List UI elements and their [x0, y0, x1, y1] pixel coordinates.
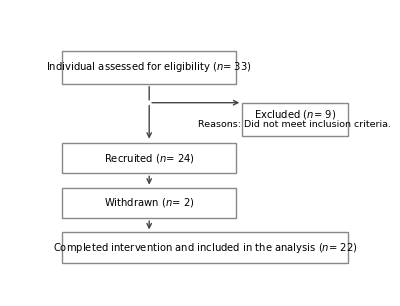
Text: Withdrawn ($\it{n}$= 2): Withdrawn ($\it{n}$= 2): [104, 196, 194, 209]
FancyBboxPatch shape: [62, 143, 236, 174]
Text: Completed intervention and included in the analysis ($\it{n}$= 22): Completed intervention and included in t…: [53, 241, 357, 255]
FancyBboxPatch shape: [62, 51, 236, 84]
FancyBboxPatch shape: [242, 103, 348, 136]
FancyBboxPatch shape: [62, 232, 348, 263]
Text: Excluded ($\it{n}$= 9): Excluded ($\it{n}$= 9): [254, 107, 336, 121]
Text: Recruited ($\it{n}$= 24): Recruited ($\it{n}$= 24): [104, 151, 195, 165]
Text: Individual assessed for eligibility ($\it{n}$= 33): Individual assessed for eligibility ($\i…: [46, 60, 252, 74]
FancyBboxPatch shape: [62, 188, 236, 218]
Text: Reasons: Did not meet inclusion criteria.: Reasons: Did not meet inclusion criteria…: [198, 120, 391, 129]
